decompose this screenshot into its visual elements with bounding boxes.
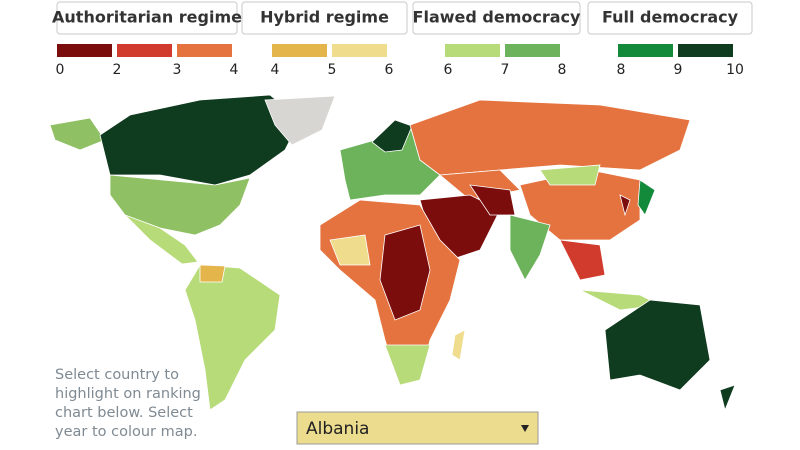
- country: [329, 234, 371, 266]
- country: [184, 264, 281, 411]
- legend-swatch: [332, 44, 387, 57]
- country: [199, 264, 226, 283]
- legend-swatch: [678, 44, 733, 57]
- legend-swatch: [57, 44, 112, 57]
- legend-tick-label: 0: [56, 62, 65, 78]
- legend-tick-label: 3: [173, 62, 182, 78]
- legend-button-label: Flawed democracy: [413, 8, 581, 27]
- country: [384, 344, 431, 386]
- legend-swatch: [505, 44, 560, 57]
- country: [619, 194, 631, 217]
- legend-button[interactable]: [241, 1, 408, 35]
- instruction-line: chart below. Select: [55, 405, 193, 421]
- legend-tick-label: 6: [444, 62, 453, 78]
- country: [451, 329, 466, 361]
- country: [539, 164, 601, 186]
- legend-button[interactable]: [412, 1, 581, 35]
- legend-swatch: [117, 44, 172, 57]
- instructions: Select country to highlight on ranking cha…: [55, 367, 201, 440]
- instruction-line: highlight on ranking: [55, 386, 201, 402]
- legend-swatch: [618, 44, 673, 57]
- dropdown-value: Albania: [306, 419, 369, 439]
- country: [109, 174, 251, 236]
- dropdown-arrow: [521, 425, 529, 432]
- country: [604, 299, 711, 391]
- legend-tick-label: 8: [617, 62, 626, 78]
- legend-swatch: [177, 44, 232, 57]
- legend-tick-label: 7: [501, 62, 510, 78]
- legend-button-label: Authoritarian regime: [52, 8, 242, 27]
- legend-tick-label: 6: [385, 62, 394, 78]
- legend-swatch: [272, 44, 327, 57]
- country: [509, 214, 551, 281]
- country: [469, 184, 516, 216]
- country: [49, 117, 106, 151]
- instruction-line: Select country to: [55, 367, 179, 383]
- legend: Authoritarian regime 0 2 3 4 Hybrid regime 4 5 6…: [52, 1, 753, 78]
- dropdown[interactable]: [296, 411, 539, 445]
- legend-button-label: Hybrid regime: [260, 8, 389, 27]
- legend-button[interactable]: [56, 1, 238, 35]
- legend-tick-label: 4: [230, 62, 239, 78]
- legend-tick-label: 9: [674, 62, 683, 78]
- country-selector[interactable]: Albania: [296, 411, 539, 445]
- country: [719, 384, 736, 412]
- legend-button[interactable]: [587, 1, 753, 35]
- legend-tick-label: 2: [113, 62, 122, 78]
- legend-tick-label: 4: [271, 62, 280, 78]
- legend-tick-label: 8: [558, 62, 567, 78]
- legend-button-label: Full democracy: [602, 8, 739, 27]
- country: [264, 95, 336, 146]
- country: [371, 119, 413, 153]
- legend-tick-label: 10: [726, 62, 744, 78]
- legend-swatch: [445, 44, 500, 57]
- country: [559, 239, 606, 281]
- world-map: [49, 94, 736, 412]
- instruction-line: year to colour map.: [55, 424, 197, 440]
- country: [99, 94, 301, 186]
- country: [409, 99, 691, 176]
- country: [124, 214, 199, 265]
- country: [637, 179, 656, 216]
- country: [379, 224, 431, 321]
- legend-tick-label: 5: [328, 62, 337, 78]
